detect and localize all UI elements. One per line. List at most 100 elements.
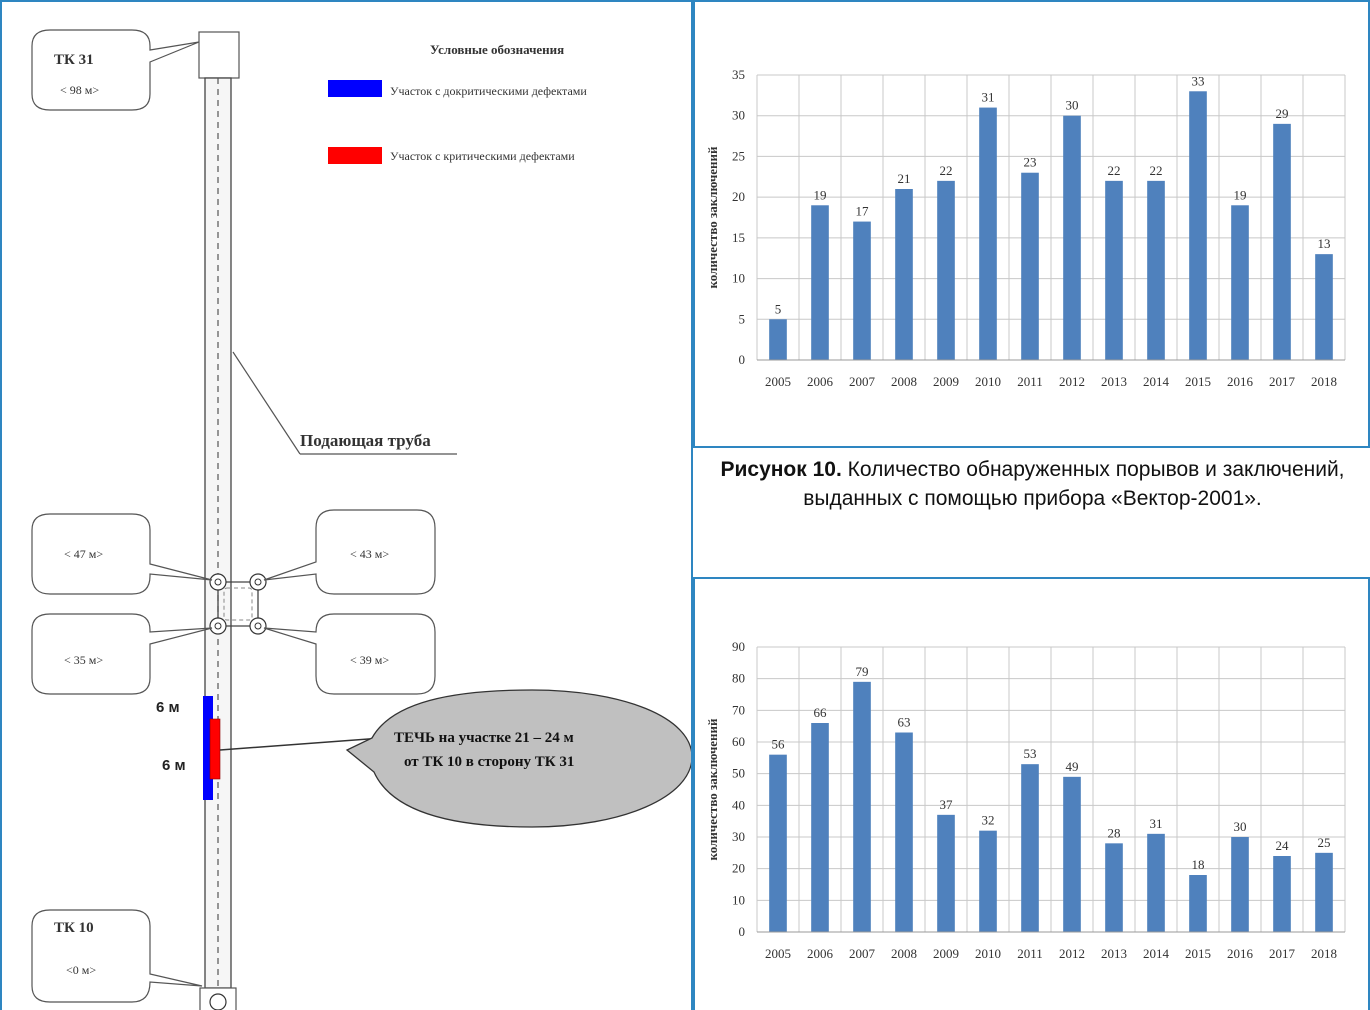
data-label: 25 xyxy=(1318,835,1331,850)
leak-callout xyxy=(345,689,691,828)
y-tick-label: 20 xyxy=(732,861,745,876)
callout-right-upper xyxy=(263,509,436,595)
callout-right-lower-text: < 39 м> xyxy=(350,653,389,667)
y-tick-label: 40 xyxy=(732,797,745,812)
bar xyxy=(1105,180,1123,360)
x-tick-label: 2011 xyxy=(1017,946,1043,961)
tk-top-dist: < 98 м> xyxy=(60,83,99,97)
y-tick-label: 90 xyxy=(732,639,745,654)
data-label: 30 xyxy=(1234,819,1247,834)
bar xyxy=(1189,91,1207,361)
data-label: 28 xyxy=(1108,825,1121,840)
compensator-loop xyxy=(217,581,259,627)
y-tick-label: 80 xyxy=(732,671,745,686)
x-tick-label: 2010 xyxy=(975,374,1001,389)
y-tick-label: 30 xyxy=(732,829,745,844)
fitting-upper-right xyxy=(249,573,267,591)
bar xyxy=(1105,843,1123,932)
callout-right-lower xyxy=(263,613,436,695)
x-tick-label: 2008 xyxy=(891,946,917,961)
pipe-label-leader xyxy=(232,351,301,455)
data-label: 22 xyxy=(940,163,953,178)
y-axis-label: количество заключений xyxy=(705,146,720,289)
bar xyxy=(1273,123,1291,360)
segment-label-2: 6 м xyxy=(162,757,186,774)
bar xyxy=(1189,875,1207,932)
data-label: 19 xyxy=(1234,187,1247,202)
chart-panel-bottom: 0 10 20 30 40 50 60 70 80 90 56 2005 66 2006 79 2007 63 2… xyxy=(693,577,1370,1010)
tk-top-box xyxy=(198,31,240,79)
data-label: 19 xyxy=(814,187,827,202)
y-tick-label: 35 xyxy=(732,67,745,82)
tk-bottom-name: ТК 10 xyxy=(54,920,94,936)
data-label: 23 xyxy=(1024,155,1037,170)
x-tick-label: 2016 xyxy=(1227,374,1254,389)
callout-left-lower xyxy=(31,613,213,695)
bar xyxy=(895,732,913,932)
x-tick-label: 2012 xyxy=(1059,946,1085,961)
bar xyxy=(1063,115,1081,360)
bar xyxy=(1147,833,1165,932)
legend-label-subcritical: Участок с докритическими дефектами xyxy=(390,84,587,98)
x-tick-label: 2006 xyxy=(807,946,834,961)
bar xyxy=(1315,254,1333,360)
y-tick-label: 10 xyxy=(732,271,745,286)
chart-panel-top: 0 5 10 15 20 25 30 35 5 2005 19 2006 17 2007 21 2008 22 2… xyxy=(693,0,1370,448)
bar xyxy=(937,814,955,932)
data-label: 21 xyxy=(898,171,911,186)
caption-number: Рисунок 10. xyxy=(720,458,842,481)
x-tick-label: 2017 xyxy=(1269,946,1296,961)
x-tick-label: 2014 xyxy=(1143,946,1170,961)
bar xyxy=(979,830,997,932)
y-tick-label: 60 xyxy=(732,734,745,749)
x-tick-label: 2018 xyxy=(1311,374,1337,389)
data-label: 56 xyxy=(772,737,786,752)
y-tick-label: 20 xyxy=(732,189,745,204)
tk-top-callout xyxy=(31,29,200,111)
data-label: 5 xyxy=(775,301,782,316)
x-tick-label: 2015 xyxy=(1185,946,1211,961)
bar-chart-top: 0 5 10 15 20 25 30 35 5 2005 19 2006 17 2007 21 2008 22 2… xyxy=(705,67,1346,389)
data-label: 63 xyxy=(898,715,911,730)
y-tick-label: 10 xyxy=(732,892,745,907)
data-label: 37 xyxy=(940,797,954,812)
x-tick-label: 2006 xyxy=(807,374,834,389)
x-tick-label: 2009 xyxy=(933,374,959,389)
critical-segment xyxy=(209,718,221,780)
bar-chart-bottom: 0 10 20 30 40 50 60 70 80 90 56 2005 66 2006 79 2007 63 2… xyxy=(705,639,1346,961)
bar xyxy=(1021,764,1039,932)
bar xyxy=(769,754,787,932)
bar xyxy=(853,221,871,360)
legend-swatch-critical xyxy=(328,147,382,164)
bar xyxy=(1315,852,1333,932)
tk-top-name: ТК 31 xyxy=(54,52,94,68)
fitting-upper-left xyxy=(209,573,227,591)
x-tick-label: 2010 xyxy=(975,946,1001,961)
y-tick-label: 25 xyxy=(732,148,745,163)
leak-text-line2: от ТК 10 в сторону ТК 31 xyxy=(404,754,574,770)
bar xyxy=(853,681,871,932)
figure-caption: Рисунок 10. Количество обнаруженных поры… xyxy=(700,455,1365,513)
data-label: 32 xyxy=(982,813,995,828)
bar xyxy=(979,107,997,360)
y-axis-label: количество заключений xyxy=(705,718,720,861)
x-tick-label: 2005 xyxy=(765,374,791,389)
tk-bottom-callout xyxy=(31,909,203,1003)
x-tick-label: 2015 xyxy=(1185,374,1211,389)
bar xyxy=(811,205,829,360)
data-label: 24 xyxy=(1276,838,1290,853)
x-tick-label: 2013 xyxy=(1101,946,1127,961)
data-label: 29 xyxy=(1276,106,1289,121)
fitting-lower-right xyxy=(249,617,267,635)
pipe-label: Подающая труба xyxy=(300,431,431,450)
bar xyxy=(1231,205,1249,360)
callout-left-upper-text: < 47 м> xyxy=(64,547,103,561)
data-label: 22 xyxy=(1108,163,1121,178)
x-tick-label: 2009 xyxy=(933,946,959,961)
bar xyxy=(1147,180,1165,360)
subcritical-segment xyxy=(203,696,213,800)
data-label: 79 xyxy=(856,664,869,679)
x-tick-label: 2007 xyxy=(849,946,876,961)
x-tick-label: 2014 xyxy=(1143,374,1170,389)
bar xyxy=(1021,172,1039,360)
